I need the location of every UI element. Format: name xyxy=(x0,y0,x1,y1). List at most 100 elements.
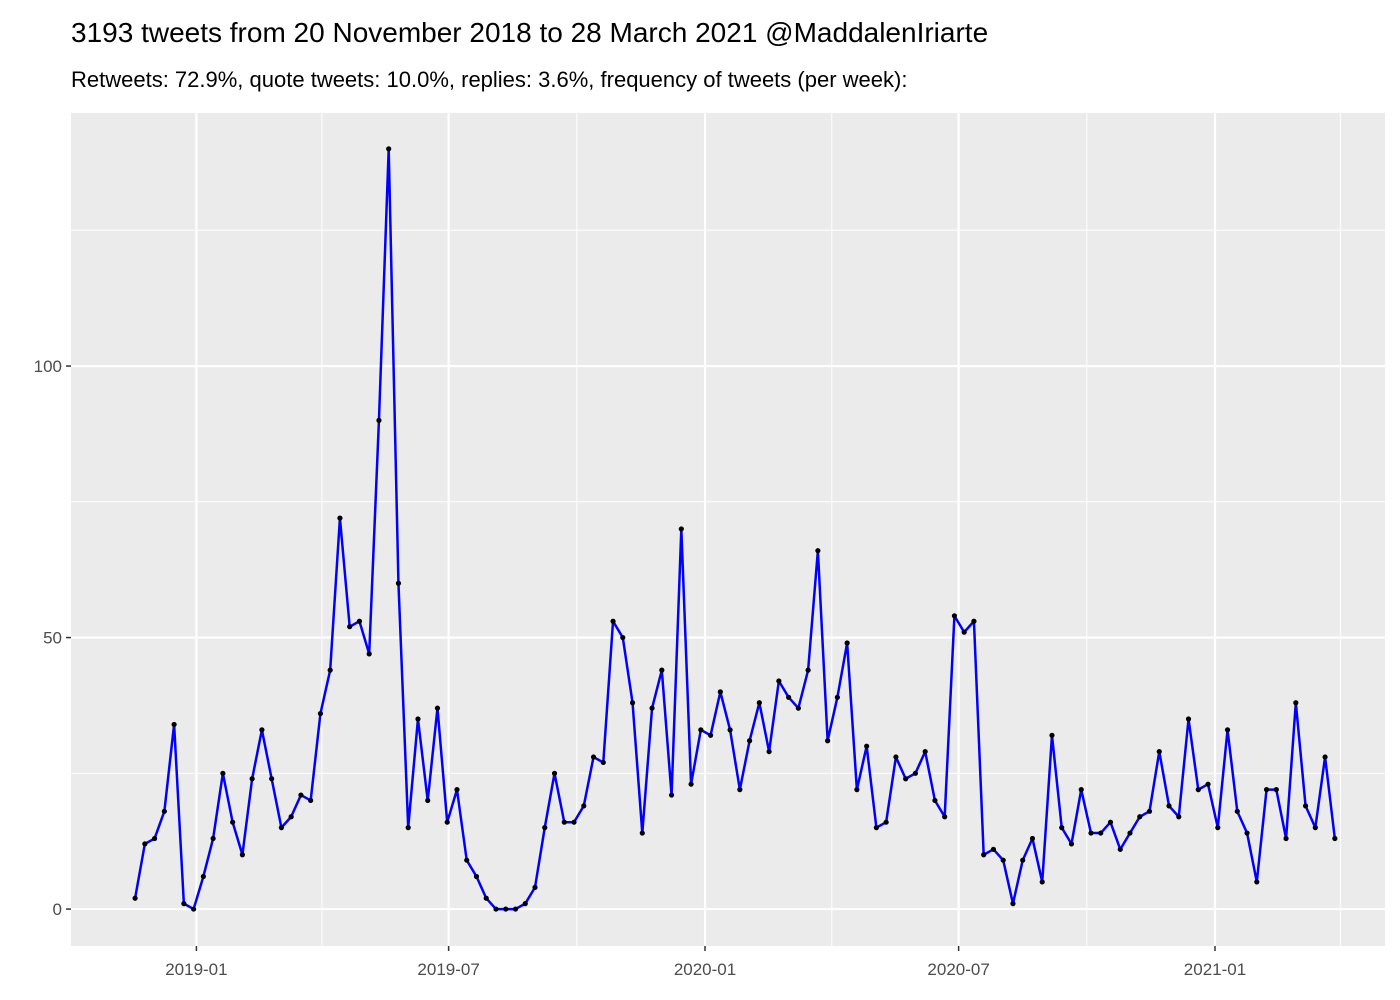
x-tick-label: 2020-07 xyxy=(927,960,989,979)
data-point xyxy=(893,754,899,760)
data-point xyxy=(239,852,245,858)
data-point xyxy=(1156,748,1162,755)
data-point xyxy=(473,873,480,880)
data-point xyxy=(395,580,402,586)
data-point xyxy=(795,705,801,711)
data-point xyxy=(610,618,616,624)
data-point xyxy=(815,548,821,554)
data-point xyxy=(230,819,236,825)
data-point xyxy=(1215,825,1221,831)
data-point xyxy=(561,819,567,825)
data-point xyxy=(981,852,987,858)
data-point xyxy=(776,678,782,684)
data-point xyxy=(415,716,421,722)
data-point xyxy=(503,906,509,912)
data-point xyxy=(1146,808,1153,814)
data-point xyxy=(1166,803,1172,809)
data-point xyxy=(356,618,363,624)
data-point xyxy=(1098,830,1104,836)
data-point xyxy=(825,738,831,744)
data-point xyxy=(590,754,597,760)
data-point xyxy=(200,873,206,880)
y-tick-label: 0 xyxy=(53,900,62,919)
data-point xyxy=(1244,830,1250,836)
data-point xyxy=(678,526,684,532)
data-point xyxy=(922,748,928,755)
data-point xyxy=(1029,835,1036,842)
data-point xyxy=(600,759,606,766)
data-point xyxy=(717,689,723,695)
data-point xyxy=(308,797,314,804)
data-point xyxy=(756,700,762,706)
data-point xyxy=(493,906,499,912)
data-point xyxy=(1312,825,1318,831)
data-point xyxy=(883,819,889,825)
data-point xyxy=(1127,830,1133,836)
data-point xyxy=(512,906,519,912)
data-point xyxy=(210,835,216,842)
data-point xyxy=(571,819,577,825)
data-point xyxy=(1302,803,1309,809)
data-point xyxy=(942,814,948,820)
data-point xyxy=(932,797,938,804)
x-tick-label: 2020-01 xyxy=(674,960,736,979)
data-point xyxy=(337,515,343,521)
data-point xyxy=(707,732,714,738)
data-point xyxy=(152,835,158,842)
data-point xyxy=(746,738,753,744)
data-point xyxy=(444,819,450,825)
data-point xyxy=(1185,716,1192,722)
y-tick-label: 50 xyxy=(43,629,62,648)
data-point xyxy=(1176,814,1182,820)
data-point xyxy=(220,770,226,776)
data-point xyxy=(1234,808,1240,814)
data-point xyxy=(971,618,977,624)
chart-title: 3193 tweets from 20 November 2018 to 28 … xyxy=(71,17,988,48)
data-point xyxy=(1000,857,1006,863)
data-point xyxy=(805,667,811,673)
data-point xyxy=(464,857,470,863)
data-point xyxy=(1263,787,1270,793)
x-tick-label: 2019-01 xyxy=(165,960,227,979)
data-point xyxy=(727,727,733,733)
data-point xyxy=(454,787,460,793)
data-point xyxy=(1283,835,1289,842)
data-point xyxy=(191,906,197,912)
data-point xyxy=(327,667,333,673)
data-point xyxy=(142,841,148,847)
x-tick-label: 2019-07 xyxy=(417,960,479,979)
data-point xyxy=(639,830,645,836)
data-point xyxy=(425,797,431,804)
data-point xyxy=(1068,841,1075,847)
data-point xyxy=(161,808,167,814)
panel xyxy=(71,113,1385,946)
data-point xyxy=(551,770,558,776)
data-point xyxy=(1078,787,1084,793)
data-point xyxy=(1254,879,1260,885)
data-point xyxy=(698,727,704,733)
data-point xyxy=(522,901,528,907)
data-point xyxy=(1205,781,1211,787)
data-point xyxy=(347,624,353,630)
data-point xyxy=(766,748,772,755)
data-point xyxy=(737,787,743,793)
data-point xyxy=(269,776,275,782)
data-point xyxy=(542,825,548,831)
data-point xyxy=(951,613,958,619)
data-point xyxy=(1049,732,1055,738)
data-point xyxy=(912,770,919,776)
data-point xyxy=(483,895,489,901)
data-point xyxy=(581,803,587,809)
x-tick-label: 2021-01 xyxy=(1184,960,1246,979)
data-point xyxy=(366,651,372,657)
data-point xyxy=(1195,787,1201,793)
data-point xyxy=(288,814,294,820)
data-point xyxy=(278,825,285,831)
data-point xyxy=(990,846,997,852)
data-point xyxy=(1137,814,1143,820)
data-point xyxy=(376,417,382,423)
data-point xyxy=(961,629,967,635)
data-point xyxy=(844,640,850,646)
data-point xyxy=(854,787,860,793)
data-point xyxy=(132,895,138,901)
